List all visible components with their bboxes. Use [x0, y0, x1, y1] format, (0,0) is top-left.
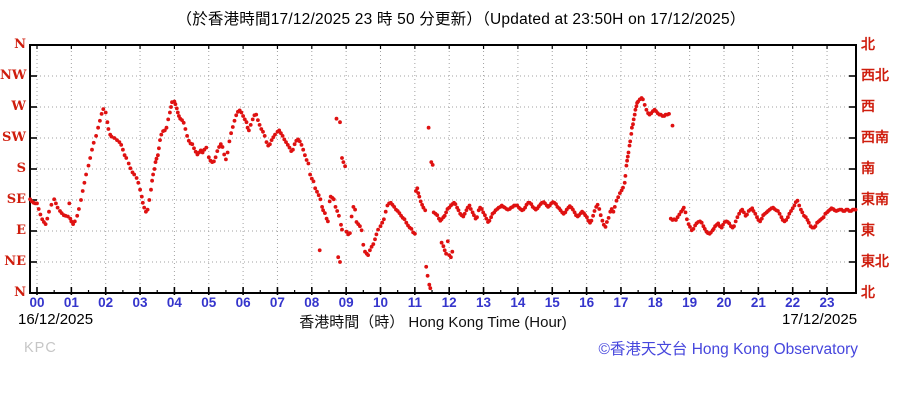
x-axis-hour-label-04: 04 [166, 295, 182, 310]
x-axis-hour-label-02: 02 [98, 295, 114, 310]
x-axis-hour-label-08: 08 [304, 295, 320, 310]
x-axis-hour-label-12: 12 [441, 295, 457, 310]
y-axis-label-left-4: S [16, 161, 26, 176]
copyright-link[interactable]: ©香港天文台 Hong Kong Observatory [598, 341, 858, 358]
chart-title: （於香港時間17/12/2025 23 時 50 分更新）（Updated at… [176, 11, 746, 28]
x-axis-hour-label-15: 15 [544, 295, 560, 310]
y-axis-label-left-7: NE [4, 254, 26, 269]
x-axis-hour-label-03: 03 [132, 295, 148, 310]
y-axis-label-left-3: SW [2, 130, 26, 145]
y-axis-label-right-5: 東南 [861, 192, 889, 208]
x-axis-hour-label-14: 14 [510, 295, 526, 310]
date-left-label: 16/12/2025 [18, 311, 94, 328]
y-axis-label-right-6: 東 [861, 223, 875, 239]
y-axis-label-right-8: 北 [861, 285, 875, 301]
x-axis-hour-label-16: 16 [579, 295, 595, 310]
y-axis-label-left-0: N [14, 37, 26, 52]
y-axis-label-left-5: SE [6, 192, 26, 207]
x-axis-hour-label-06: 06 [235, 295, 251, 310]
x-axis-hour-label-01: 01 [63, 295, 79, 310]
y-axis-label-left-8: N [14, 285, 26, 300]
x-axis-title: 香港時間（時） Hong Kong Time (Hour) [299, 314, 567, 331]
date-right-label: 17/12/2025 [782, 311, 858, 328]
x-axis-hour-label-05: 05 [201, 295, 217, 310]
x-axis-hour-label-11: 11 [407, 295, 422, 310]
station-code-label: KPC [24, 340, 57, 356]
y-axis-label-right-2: 西 [861, 99, 875, 115]
x-axis-hour-label-20: 20 [716, 295, 732, 310]
x-axis-hour-label-23: 23 [819, 295, 835, 310]
y-axis-label-left-1: NW [0, 68, 27, 83]
x-axis-hour-label-18: 18 [647, 295, 663, 310]
y-axis-label-right-0: 北 [861, 37, 875, 53]
x-axis-hour-label-13: 13 [476, 295, 492, 310]
x-axis-hour-label-10: 10 [372, 295, 389, 310]
y-axis-label-right-7: 東北 [861, 254, 889, 270]
y-axis-label-left-2: W [11, 99, 26, 114]
y-axis-label-left-6: E [16, 223, 26, 238]
x-axis-hour-label-22: 22 [785, 295, 801, 310]
x-axis-hour-label-19: 19 [682, 295, 698, 310]
y-axis-label-right-1: 西北 [861, 68, 889, 84]
x-axis-hour-label-07: 07 [269, 295, 285, 310]
x-axis-hour-label-17: 17 [613, 295, 629, 310]
y-axis-label-right-4: 南 [861, 161, 875, 177]
x-axis-hour-label-21: 21 [750, 295, 766, 310]
x-axis-hour-label-09: 09 [338, 295, 354, 310]
y-axis-label-right-3: 西南 [861, 130, 889, 146]
x-axis-hour-label-00: 00 [29, 295, 45, 310]
